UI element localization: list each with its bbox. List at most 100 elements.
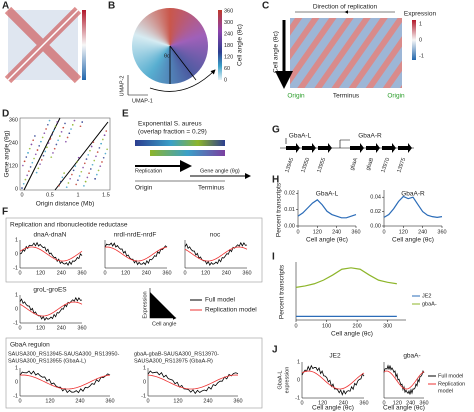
label: Terminus [333, 93, 360, 100]
tick-label: -1 [13, 320, 18, 326]
plot-title: JE2 [329, 353, 341, 360]
scatter-dot [62, 126, 65, 129]
box-title: GbaA regulon [10, 342, 50, 349]
label: Origin [387, 93, 405, 100]
label: Cell angle (θc) [306, 237, 348, 244]
arc-arrow [149, 69, 216, 92]
tick-label: 0.02 [370, 209, 381, 215]
tick-label: 0 [297, 377, 300, 383]
scatter-dot [83, 185, 85, 187]
tick-label: 0 [15, 186, 18, 192]
axis-label: UMAP-2 [119, 76, 125, 97]
label: θc [164, 53, 170, 59]
scatter-dot [61, 176, 64, 179]
scatter-dot [85, 158, 88, 160]
scatter-dot [53, 147, 56, 150]
tick-label: 360 [233, 398, 242, 404]
replication-model-curve [301, 370, 365, 390]
scatter-dot [37, 167, 40, 170]
scatter-dot [104, 152, 107, 155]
axis-label: GbaA-L [277, 371, 283, 390]
decoration [4, 6, 436, 409]
scatter-dot [65, 186, 68, 188]
scatter-dot [84, 180, 87, 183]
tick-label: 120 [224, 54, 233, 60]
full-model-curve [301, 364, 365, 396]
tick-label: 0 [296, 229, 299, 235]
scatter-dot [46, 146, 48, 149]
tick-label: 0 [18, 270, 21, 276]
tick-label: 240 [222, 270, 231, 276]
tick-label: 0 [15, 379, 18, 385]
plot-title: GbaA-R [401, 191, 425, 198]
heatmap [290, 18, 402, 88]
colorbar [412, 20, 416, 60]
scatter-dot [23, 160, 26, 163]
scatter-dot [52, 152, 54, 154]
tick-label: 0 [382, 400, 385, 406]
panel-letter: G [272, 125, 280, 136]
tick-label: 0.04 [370, 195, 381, 201]
scatter-dot [32, 139, 34, 141]
scatter-dot [64, 122, 66, 125]
scatter-dot [55, 143, 58, 146]
tick-label: 1.5 [102, 192, 110, 198]
legend-label: model [438, 388, 453, 394]
tick-label: 240 [142, 270, 151, 276]
scatter-dot [66, 136, 69, 139]
scatter-dot [105, 130, 108, 132]
plot-title: GbaA-L [316, 191, 339, 198]
line [295, 267, 397, 288]
scatter-dot [21, 187, 23, 189]
scatter-dot [47, 123, 49, 126]
label: Cell angle (θc) [331, 331, 373, 338]
label: Origin [135, 185, 153, 192]
tick-label: 360 [437, 229, 446, 235]
panel-letter: B [108, 1, 115, 12]
tick-label: 120 [173, 398, 182, 404]
tick-label: 1 [15, 292, 18, 298]
label: SAUSA300_RS13955 (GbaA-L) [8, 358, 86, 364]
tick-label: 0 [15, 306, 18, 312]
gene-label: gbaB [365, 157, 375, 171]
plot-title: groL-groES [33, 287, 67, 294]
tick-label: -1 [141, 393, 146, 399]
scatter-dot [79, 125, 82, 128]
tick-label: 360 [77, 270, 86, 276]
scatter-dot [95, 155, 97, 158]
replication-model-curve [184, 246, 248, 262]
scatter-dot [29, 166, 32, 168]
scatter-dot [42, 154, 45, 157]
colorbar [82, 10, 86, 80]
replication-model-curve [147, 374, 239, 390]
scatter-dot [47, 142, 50, 144]
tick-label: 0 [18, 398, 21, 404]
scatter-dot [34, 153, 37, 156]
gene-label: gbaA [349, 157, 359, 171]
panel-letter: F [2, 207, 8, 218]
label: Terminus [198, 185, 225, 192]
scatter-dot [59, 135, 61, 137]
panel-letter: E [122, 109, 129, 120]
label: GbaA-L [289, 133, 312, 140]
plot-title: dnaA-dnaN [34, 232, 67, 239]
legend-label: gbaA- [422, 301, 437, 307]
panel-letter: D [2, 109, 9, 120]
tick-label: 360 [77, 325, 86, 331]
scatter-dot [25, 156, 28, 158]
tick-label: 1 [297, 359, 300, 365]
scatter-dot [22, 182, 25, 185]
tick-label: 120 [121, 270, 130, 276]
panel-letter: C [262, 1, 269, 12]
scatter-dot [96, 173, 98, 176]
panel-letter: I [272, 252, 275, 263]
box-title: Replication and ribonucleotide reductase [10, 222, 128, 229]
scatter-dot [88, 172, 90, 174]
tick-label: 0.00 [284, 223, 295, 229]
scatter-dot [28, 170, 30, 172]
scatter-dot [36, 149, 39, 151]
tick-label: 360 [242, 270, 251, 276]
scatter-dot [26, 174, 28, 177]
scatter-dot [71, 173, 73, 176]
axes [19, 368, 110, 397]
